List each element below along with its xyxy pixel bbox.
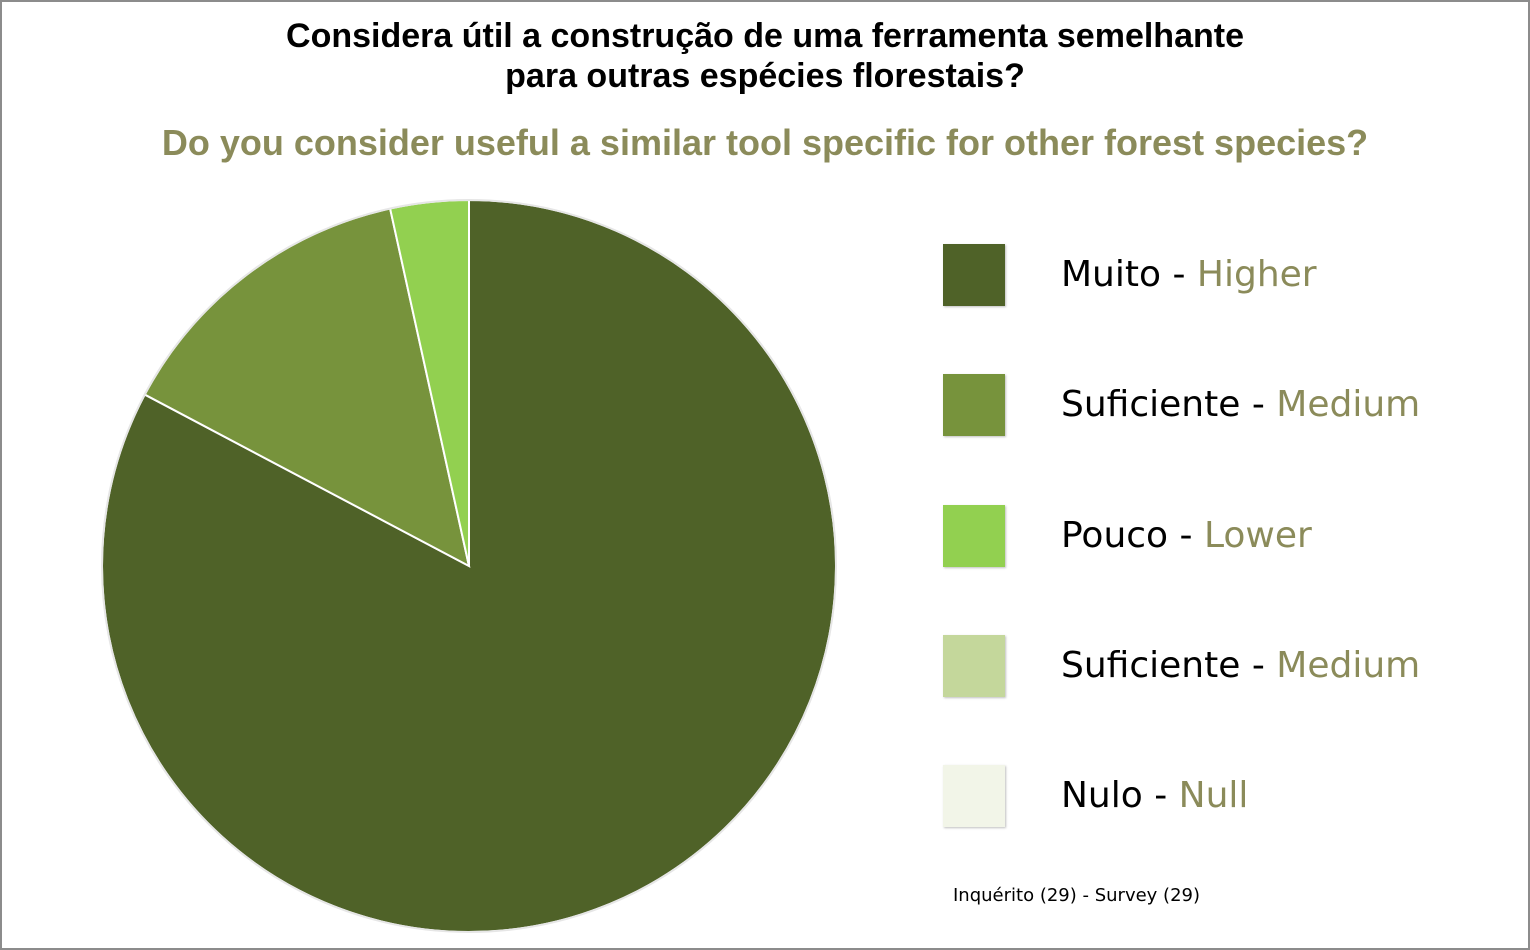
- footnote: Inquérito (29) - Survey (29): [953, 885, 1200, 906]
- legend-label: Nulo - Null: [1061, 773, 1248, 819]
- legend-label: Muito - Higher: [1061, 252, 1317, 298]
- legend-label-en: Medium: [1276, 645, 1421, 686]
- legend-swatch: [943, 765, 1005, 827]
- legend-label: Pouco - Lower: [1061, 513, 1312, 559]
- legend-separator: -: [1240, 384, 1277, 425]
- legend-label-en: Medium: [1276, 384, 1421, 425]
- legend-swatch: [943, 505, 1005, 567]
- chart-title: Considera útil a construção de uma ferra…: [2, 16, 1528, 96]
- legend-label-pt: Nulo: [1061, 775, 1143, 816]
- legend-label-en: Lower: [1203, 515, 1312, 556]
- chart-subtitle: Do you consider useful a similar tool sp…: [161, 122, 1369, 163]
- legend-swatch: [943, 635, 1005, 697]
- legend-swatch: [943, 374, 1005, 436]
- legend-label-en: Higher: [1196, 254, 1317, 295]
- legend-separator: -: [1142, 775, 1179, 816]
- legend-label-pt: Suficiente: [1061, 384, 1241, 425]
- chart-title-line-1: Considera útil a construção de uma ferra…: [286, 17, 1244, 55]
- legend-separator: -: [1168, 515, 1204, 556]
- pie-outline: [101, 199, 837, 933]
- legend-label-en: Null: [1178, 775, 1249, 816]
- legend-swatch: [943, 244, 1005, 306]
- legend-label-pt: Pouco: [1061, 515, 1169, 556]
- chart-title-line-2: para outras espécies florestais?: [505, 57, 1025, 95]
- legend-label-pt: Suficiente: [1061, 645, 1241, 686]
- legend-separator: -: [1240, 645, 1277, 686]
- legend-label: Suficiente - Medium: [1061, 643, 1420, 689]
- legend-label: Suficiente - Medium: [1061, 382, 1420, 428]
- legend-separator: -: [1161, 254, 1197, 295]
- legend-label-pt: Muito: [1061, 254, 1162, 295]
